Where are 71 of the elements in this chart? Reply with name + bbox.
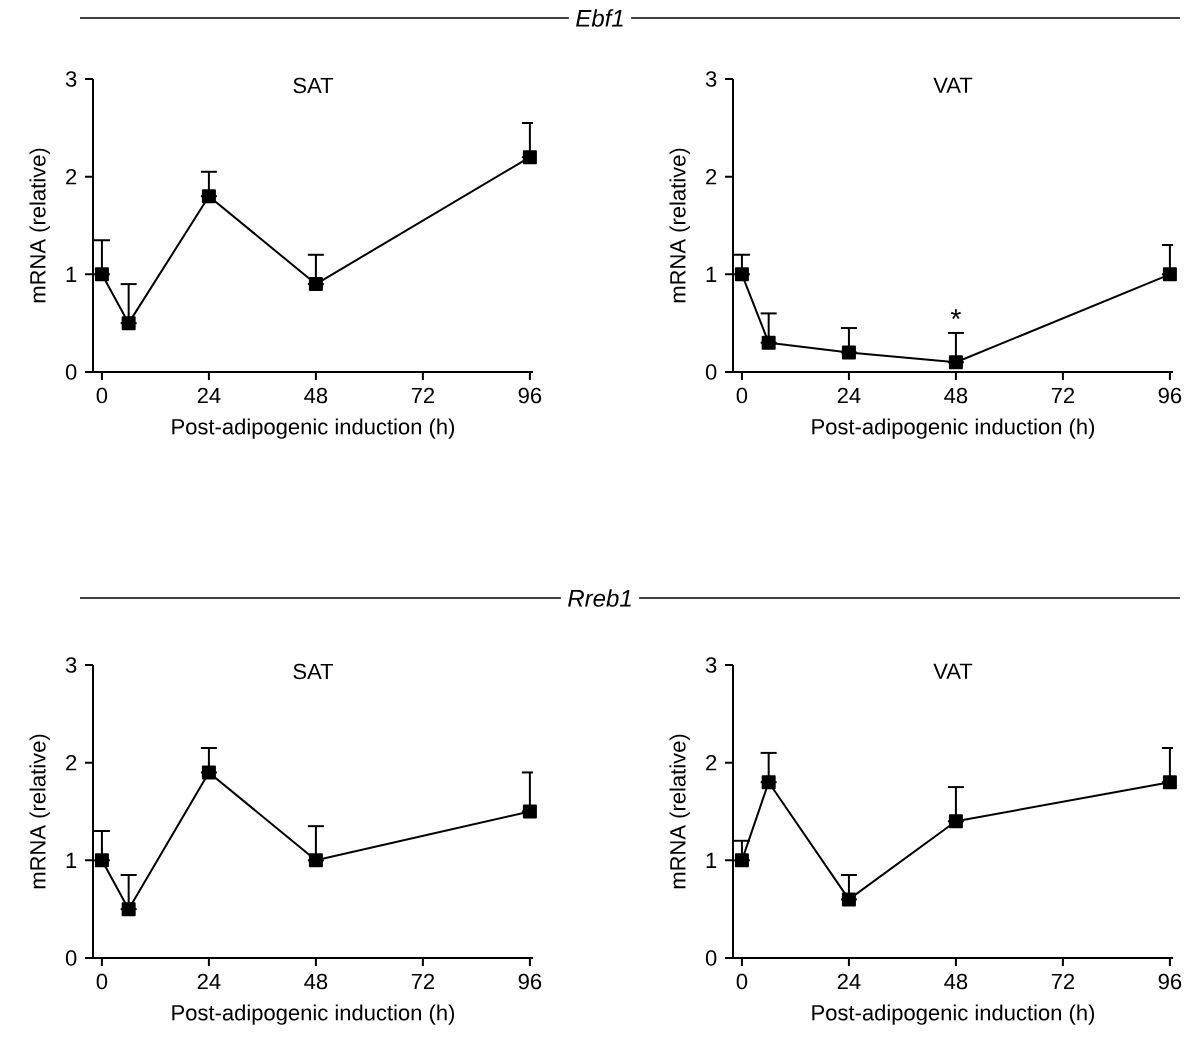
point	[94, 267, 109, 282]
chart-title: VAT	[933, 77, 973, 93]
chart-title: SAT	[293, 663, 334, 680]
x-tick-label: 96	[518, 387, 542, 404]
y-axis-title: mRNA (relative)	[29, 734, 50, 889]
x-tick-label: 48	[944, 973, 968, 990]
annotation: *	[950, 309, 961, 320]
point	[201, 189, 216, 204]
x-axis-title: Post-adipogenic induction (h)	[812, 418, 1095, 439]
point	[761, 775, 776, 790]
point	[761, 335, 776, 350]
y-axis-title: mRNA (relative)	[669, 734, 690, 889]
x-axis-title: Post-adipogenic induction (h)	[812, 1004, 1095, 1025]
y-tick-label: 0	[65, 364, 77, 380]
text: Rreb1	[568, 589, 631, 607]
point	[948, 355, 963, 370]
x-tick-label: 0	[736, 973, 748, 990]
x-axis-title: Post-adipogenic induction (h)	[172, 1004, 455, 1025]
point	[948, 814, 963, 829]
point	[522, 150, 537, 165]
y-tick-label: 0	[705, 950, 717, 966]
x-tick-label: 0	[96, 387, 108, 404]
chart-title: VAT	[933, 663, 973, 679]
x-tick-label: 96	[518, 973, 542, 990]
chart-title: SAT	[293, 77, 334, 94]
y-tick-label: 2	[66, 169, 77, 185]
point	[734, 267, 749, 282]
x-tick-label: 48	[304, 387, 328, 404]
y-tick-label: 3	[705, 657, 717, 673]
y-tick-label: 3	[65, 657, 77, 673]
point	[201, 765, 216, 780]
x-tick-label: 96	[1158, 973, 1182, 990]
x-tick-label: 72	[1051, 387, 1075, 404]
x-axis-title: Post-adipogenic induction (h)	[172, 418, 455, 439]
point	[121, 902, 136, 917]
y-axis-title: mRNA (relative)	[669, 148, 690, 303]
x-tick-label: 72	[411, 387, 435, 404]
x-tick-label: 24	[197, 973, 221, 990]
point	[734, 853, 749, 868]
x-tick-label: 24	[837, 387, 861, 404]
point	[308, 853, 323, 868]
x-tick-label: 24	[197, 387, 221, 404]
point	[522, 804, 537, 819]
y-tick-label: 1	[66, 266, 77, 282]
y-axis-title: mRNA (relative)	[29, 148, 50, 303]
y-tick-label: 2	[66, 755, 77, 771]
y-tick-label: 3	[705, 71, 717, 87]
x-tick-label: 96	[1158, 387, 1182, 404]
y-tick-label: 2	[706, 169, 717, 185]
point	[1162, 775, 1177, 790]
y-tick-label: 0	[705, 364, 717, 380]
point	[841, 892, 856, 907]
x-tick-label: 72	[1051, 973, 1075, 990]
y-tick-label: 3	[65, 71, 77, 87]
point	[121, 316, 136, 331]
point	[308, 277, 323, 292]
text: Ebf1	[576, 9, 623, 27]
y-tick-label: 2	[706, 755, 717, 771]
point	[94, 853, 109, 868]
y-tick-label: 1	[706, 852, 717, 868]
x-tick-label: 24	[837, 973, 861, 990]
x-tick-label: 48	[304, 973, 328, 990]
x-tick-label: 72	[411, 973, 435, 990]
x-tick-label: 0	[736, 387, 748, 404]
x-tick-label: 48	[944, 387, 968, 404]
y-tick-label: 0	[65, 950, 77, 966]
y-tick-label: 1	[706, 266, 717, 282]
y-tick-label: 1	[66, 852, 77, 868]
x-tick-label: 0	[96, 973, 108, 990]
point	[841, 345, 856, 360]
point	[1162, 267, 1177, 282]
